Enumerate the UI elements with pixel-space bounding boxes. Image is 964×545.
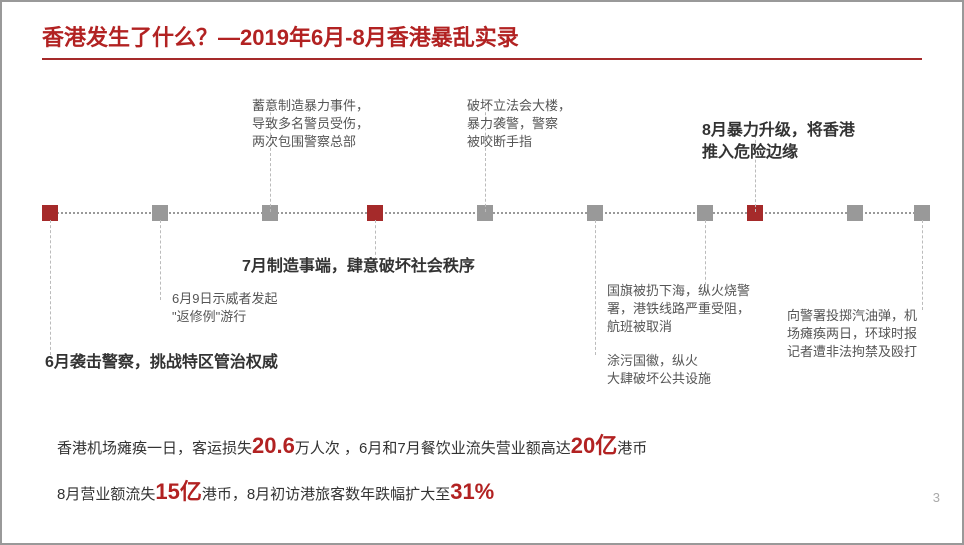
connector-june-heading	[50, 220, 51, 355]
annotation-mid-right1: 国旗被扔下海，纵火烧警 署，港铁线路严重受阻， 航班被取消	[607, 282, 797, 337]
footer-l2-b: 15	[155, 479, 179, 504]
connector-mid2	[595, 220, 596, 355]
footer-l2-a: 8月营业额流失	[57, 486, 155, 503]
marker-july-red	[367, 205, 383, 221]
connector-july-heading	[375, 220, 376, 260]
timeline-axis	[42, 212, 922, 214]
annotation-far-right: 向警署投掷汽油弹，机 场瘫痪两日，环球时报 记者遭非法拘禁及殴打	[787, 307, 962, 362]
annotation-june-heading: 6月袭击警察，挑战特区管治权威	[45, 352, 365, 374]
marker-gray-6	[847, 205, 863, 221]
annotation-top3-heading: 8月暴力升级，将香港 推入危险边缘	[702, 120, 912, 165]
marker-gray-4	[587, 205, 603, 221]
annotation-june-below: 6月9日示威者发起 "返修例"游行	[172, 290, 342, 326]
footer-l1-e: 亿	[595, 433, 617, 458]
footer-l2-e: 31%	[450, 479, 494, 504]
marker-gray-1	[152, 205, 168, 221]
connector-june-below	[160, 220, 161, 300]
footer-l1-c: 万人次 ，6月和7月餐饮业流失营业额高达	[295, 440, 571, 457]
connector-far-right	[922, 220, 923, 310]
marker-gray-5	[697, 205, 713, 221]
page-number: 3	[933, 490, 940, 505]
footer-l1-a: 香港机场瘫痪一日，客运损失	[57, 440, 252, 457]
footer-l1-f: 港币	[617, 440, 647, 457]
footer-l2-d: 港币，8月初访港旅客数年跌幅扩大至	[202, 486, 450, 503]
footer-stats: 香港机场瘫痪一日，客运损失20.6万人次 ，6月和7月餐饮业流失营业额高达20亿…	[57, 423, 907, 515]
annotation-july-heading: 7月制造事端，肆意破坏社会秩序	[242, 256, 562, 278]
annotation-top2: 破坏立法会大楼， 暴力袭警，警察 被咬断手指	[467, 97, 617, 152]
annotation-mid-right2: 涂污国徽，纵火 大肆破坏公共设施	[607, 352, 777, 388]
footer-line2: 8月营业额流失15亿港币，8月初访港旅客数年跌幅扩大至31%	[57, 469, 907, 515]
footer-l1-b: 20.6	[252, 433, 295, 458]
footer-line1: 香港机场瘫痪一日，客运损失20.6万人次 ，6月和7月餐饮业流失营业额高达20亿…	[57, 423, 907, 469]
marker-gray-7	[914, 205, 930, 221]
annotation-top1: 蓄意制造暴力事件， 导致多名警员受伤， 两次包围警察总部	[252, 97, 412, 152]
page-title: 香港发生了什么？—2019年6月-8月香港暴乱实录	[42, 25, 519, 50]
footer-l1-d: 20	[571, 433, 595, 458]
marker-june-red	[42, 205, 58, 221]
connector-mid1	[705, 220, 706, 290]
footer-l2-c: 亿	[180, 479, 202, 504]
title-bar: 香港发生了什么？—2019年6月-8月香港暴乱实录	[42, 20, 922, 60]
